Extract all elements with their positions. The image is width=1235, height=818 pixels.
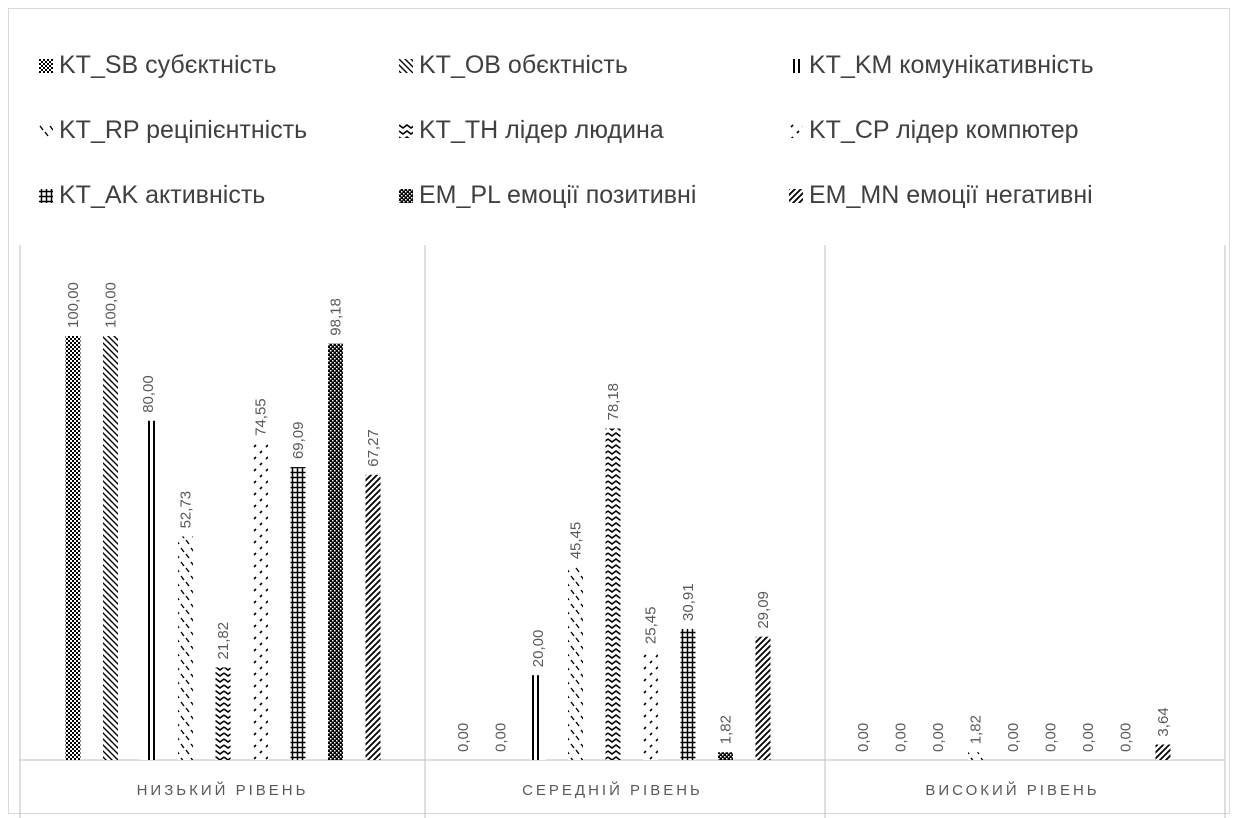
legend-item: KT_RP реціпієнтність — [39, 116, 307, 145]
legend-label: KT_SB субєктність — [59, 51, 277, 79]
bar — [968, 752, 983, 760]
legend-item: EM_PL емоції позитивні — [399, 181, 696, 210]
legend-swatch — [789, 123, 803, 138]
legend-label: EM_PL емоції позитивні — [419, 181, 697, 209]
data-label: 80,00 — [140, 375, 157, 413]
legend-label: KT_OB обєктність — [419, 51, 628, 79]
data-label: 45,45 — [568, 522, 585, 560]
data-label: 1,82 — [718, 715, 735, 744]
bar — [215, 667, 231, 760]
data-label: 21,82 — [215, 622, 232, 660]
legend-label: KT_AK активність — [59, 181, 266, 209]
category-label: ВИСОКИЙ РІВЕНЬ — [925, 781, 1099, 799]
bar — [530, 675, 546, 760]
bar — [680, 628, 696, 760]
legend-label: EM_MN емоції негативні — [809, 181, 1093, 209]
data-label: 20,00 — [530, 630, 547, 668]
data-label: 52,73 — [178, 491, 195, 529]
legend-label: KT_KM комунікативність — [809, 51, 1094, 79]
legend-item: KT_OB обєктність — [399, 51, 628, 80]
legend-swatch — [39, 123, 53, 138]
bar — [290, 467, 306, 760]
data-label: 67,27 — [365, 429, 382, 467]
data-label: 25,45 — [643, 607, 660, 645]
data-label: 0,00 — [493, 723, 510, 752]
data-label: 0,00 — [1080, 723, 1097, 752]
data-label: 0,00 — [455, 723, 472, 752]
data-label: 1,82 — [968, 715, 985, 744]
legend-item: KT_KM комунікативність — [789, 51, 1094, 80]
legend-swatch — [789, 58, 803, 73]
data-label: 0,00 — [1043, 723, 1060, 752]
legend-swatch — [399, 188, 413, 203]
data-label: 0,00 — [930, 723, 947, 752]
data-label: 3,64 — [1155, 707, 1172, 736]
legend-label: KT_CP лідер компютер — [809, 116, 1079, 144]
data-label: 100,00 — [103, 282, 120, 328]
legend-swatch — [39, 188, 53, 203]
legend-item: KT_CP лідер компютер — [789, 116, 1079, 145]
legend-item: KT_AK активність — [39, 181, 265, 210]
bar — [568, 567, 583, 760]
data-label: 74,55 — [253, 398, 270, 436]
bar — [1155, 744, 1171, 760]
legend-item: EM_MN емоції негативні — [789, 181, 1093, 210]
data-label: 69,09 — [290, 422, 307, 460]
data-label: 100,00 — [65, 282, 82, 328]
legend-label: KT_TH лідер людина — [419, 116, 664, 144]
bar — [718, 752, 733, 760]
bar — [755, 636, 771, 760]
data-label: 0,00 — [1005, 723, 1022, 752]
legend-item: KT_SB субєктність — [39, 51, 277, 80]
data-label: 98,18 — [328, 298, 345, 336]
bar — [643, 652, 658, 760]
bar — [65, 336, 81, 760]
legend-swatch — [399, 123, 413, 138]
bar — [365, 474, 381, 760]
bar — [140, 420, 156, 760]
legend-label: KT_RP реціпієнтність — [59, 116, 308, 144]
legend-swatch — [789, 188, 803, 203]
data-label: 0,00 — [893, 723, 910, 752]
data-label: 0,00 — [855, 723, 872, 752]
bar — [605, 428, 621, 760]
legend-swatch — [39, 58, 53, 73]
legend-item: KT_TH лідер людина — [399, 116, 664, 145]
data-label: 30,91 — [680, 583, 697, 621]
category-label: СЕРЕДНІЙ РІВЕНЬ — [522, 781, 703, 799]
data-label: 29,09 — [755, 591, 772, 629]
bar — [253, 443, 268, 760]
bar — [178, 536, 193, 760]
bar — [328, 343, 343, 760]
category-label: НИЗЬКИЙ РІВЕНЬ — [137, 781, 309, 799]
bar — [103, 336, 118, 760]
data-label: 78,18 — [605, 383, 622, 421]
data-label: 0,00 — [1118, 723, 1135, 752]
legend-swatch — [399, 58, 413, 73]
